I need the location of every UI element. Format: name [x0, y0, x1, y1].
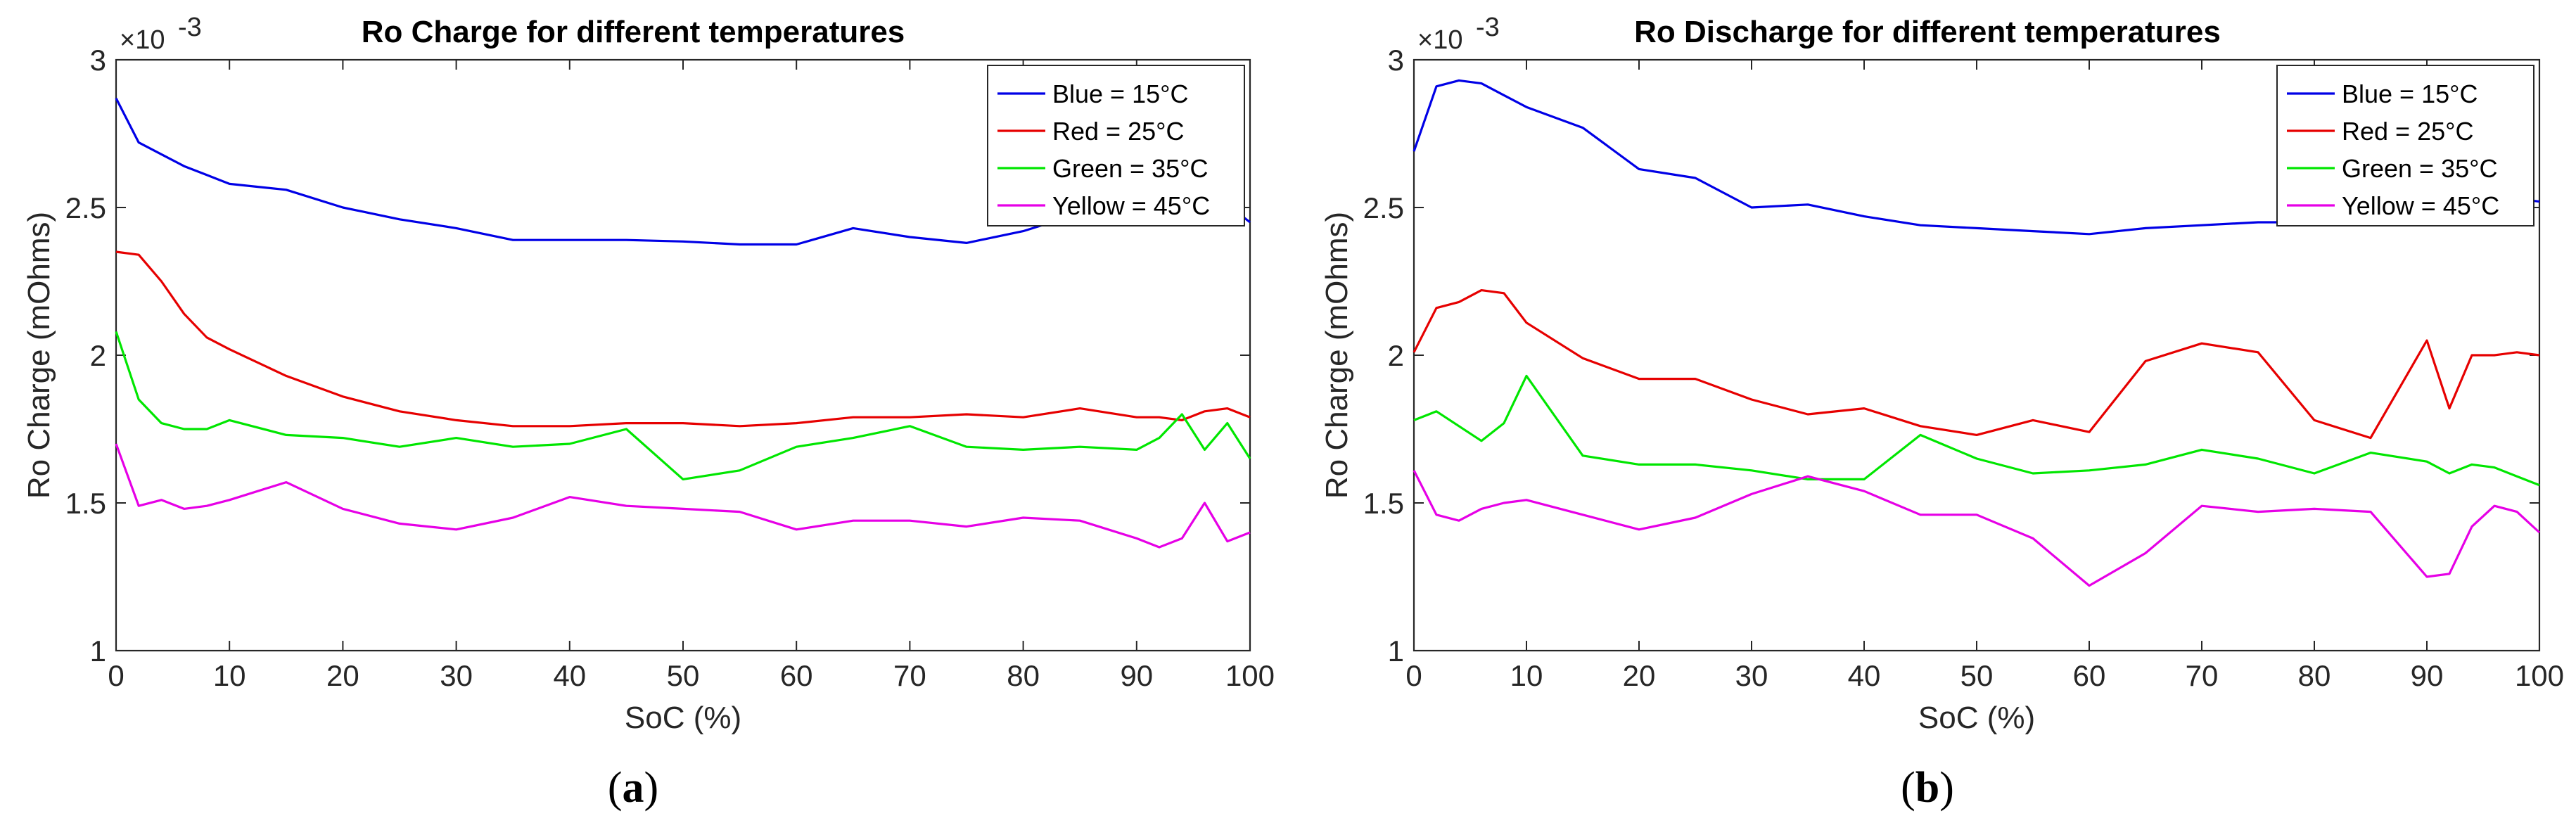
x-tick-label: 60: [2073, 659, 2106, 692]
x-tick-label: 0: [1405, 659, 1422, 692]
panel-caption: (b): [1901, 764, 1954, 812]
y-axis-label: Ro Charge (mOhms): [22, 212, 56, 499]
x-tick-label: 100: [1225, 659, 1275, 692]
y-tick-label: 2.5: [1363, 191, 1404, 224]
y-tick-label: 1.5: [65, 487, 106, 520]
y-tick-label: 2: [1388, 339, 1404, 372]
y-tick-label: 2: [90, 339, 106, 372]
panel-caption: (a): [608, 764, 658, 812]
legend-label: Red = 25°C: [1052, 117, 1185, 146]
series-line-2: [1413, 289, 2540, 440]
legend-label: Blue = 15°C: [1052, 79, 1189, 108]
y-tick-label: 3: [1388, 44, 1404, 77]
x-tick-label: 90: [1120, 659, 1153, 692]
series-line-2: [115, 250, 1251, 428]
x-tick-label: 70: [893, 659, 926, 692]
x-tick-label: 30: [1735, 659, 1768, 692]
axis-exponent-power: -3: [1476, 13, 1500, 42]
x-tick-label: 60: [780, 659, 813, 692]
y-tick-label: 1.5: [1363, 487, 1404, 520]
chart-panel-b: 0 10 20 30 40 50 60 70 80 90 100 1 1.5 2 2.5 3 ×10 -3 Ro D…: [1320, 13, 2564, 812]
x-tick-label: 50: [667, 659, 700, 692]
caption-letter: a: [623, 764, 644, 812]
legend-label: Green = 35°C: [2342, 154, 2498, 183]
series-line-4: [115, 443, 1251, 549]
x-axis-label: SoC (%): [625, 701, 741, 735]
legend-label: Blue = 15°C: [2342, 79, 2478, 108]
axis-exponent-base: ×10: [120, 25, 165, 55]
x-tick-label: 80: [2298, 659, 2331, 692]
caption-close: ): [644, 764, 659, 812]
axis-exponent-base: ×10: [1417, 25, 1462, 55]
y-axis-label: Ro Charge (mOhms): [1320, 212, 1354, 499]
x-tick-label: 10: [213, 659, 246, 692]
x-tick-label: 20: [1623, 659, 1656, 692]
y-tick-label: 1: [90, 634, 106, 668]
x-axis-label: SoC (%): [1918, 701, 2035, 735]
x-tick-label: 40: [1848, 659, 1881, 692]
legend-box: [987, 65, 1245, 226]
legend: Blue = 15°C Red = 25°C Green = 35°C Yellow …: [2276, 65, 2534, 226]
x-tick-label: 70: [2186, 659, 2219, 692]
legend-box: [2276, 65, 2534, 226]
x-tick-label: 40: [553, 659, 586, 692]
series-line-3: [115, 331, 1251, 481]
x-tick-label: 20: [326, 659, 359, 692]
chart-panel-a: 0 10 20 30 40 50 60 70 80 90 100 1 1.5 2 2.5 3 ×10 -3 Ro C…: [22, 13, 1275, 812]
x-tick-label: 50: [1960, 659, 1994, 692]
x-tick-label: 30: [440, 659, 473, 692]
chart-title: Ro Discharge for different temperatures: [1634, 15, 2221, 49]
y-tick-label: 2.5: [65, 191, 106, 224]
caption-open: (: [608, 764, 623, 812]
caption-letter: b: [1915, 764, 1939, 812]
series-line-3: [1413, 374, 2540, 487]
y-tick-label: 3: [90, 44, 106, 77]
x-tick-label: 90: [2411, 659, 2444, 692]
caption-open: (: [1901, 764, 1915, 812]
axis-exponent-power: -3: [178, 13, 202, 42]
chart-title: Ro Charge for different temperatures: [362, 15, 905, 49]
legend-label: Yellow = 45°C: [2342, 191, 2499, 220]
legend: Blue = 15°C Red = 25°C Green = 35°C Yellow …: [987, 65, 1245, 226]
x-tick-label: 100: [2515, 659, 2564, 692]
y-tick-label: 1: [1388, 634, 1404, 668]
legend-label: Red = 25°C: [2342, 117, 2474, 146]
x-tick-label: 10: [1510, 659, 1543, 692]
legend-label: Green = 35°C: [1052, 154, 1209, 183]
legend-label: Yellow = 45°C: [1052, 191, 1210, 220]
series-line-4: [1413, 470, 2541, 587]
x-tick-label: 80: [1007, 659, 1040, 692]
x-tick-label: 0: [108, 659, 124, 692]
caption-close: ): [1939, 764, 1954, 812]
